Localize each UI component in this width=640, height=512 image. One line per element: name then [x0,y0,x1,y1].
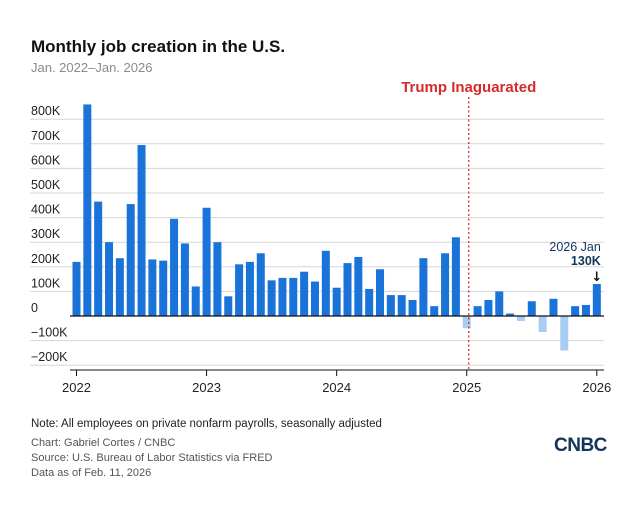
bar [581,304,590,316]
bar [321,250,330,316]
bar [191,286,200,316]
bar [462,316,471,329]
last-value-label: 130K [571,254,601,268]
bar [560,316,569,351]
bar [571,306,580,316]
bar [213,242,222,316]
bar [506,313,515,316]
bar [300,271,309,316]
bar [343,263,352,316]
bar [224,296,233,316]
bar [495,291,504,316]
bar [419,258,428,316]
bar [484,300,493,316]
bar [516,316,525,321]
chart-subtitle: Jan. 2022–Jan. 2026 [31,60,153,75]
bar [386,295,395,316]
y-tick-label: 800K [31,104,61,118]
bar [180,243,189,316]
y-tick-label: 600K [31,153,61,167]
chart-credit: Chart: Gabriel Cortes / CNBC [31,437,176,449]
bar [332,287,341,316]
x-tick-label: 2022 [62,380,91,395]
data-source: Source: U.S. Bureau of Labor Statistics … [31,452,273,464]
y-tick-label: 200K [31,252,61,266]
bar [256,253,265,316]
y-tick-label: 400K [31,203,61,217]
bar [430,306,439,316]
y-tick-label: −100K [31,326,68,340]
bar [170,218,179,316]
bar [538,316,547,332]
bar [235,264,244,316]
bar [549,298,558,316]
x-tick-label: 2023 [192,380,221,395]
bar [159,260,168,316]
bar [354,256,363,316]
bar-chart: −200K −100K 0 100K 200K 300K 400K 500K 600K 700K 8… [30,79,611,395]
bar [137,145,146,316]
bar [126,204,135,316]
inauguration-marker-label: Trump Inaguarated [401,79,536,96]
bar [267,280,276,316]
bar [592,284,601,316]
bar [83,104,92,316]
bar [148,259,157,316]
bar [441,253,450,316]
bar [72,261,81,316]
bar [408,300,417,316]
bar [397,295,406,316]
bar [278,277,287,316]
bar [365,288,374,316]
bar [376,269,385,316]
bar [451,237,460,316]
cnbc-logo: CNBC [554,435,607,456]
x-tick-label: 2024 [322,380,351,395]
chart-title: Monthly job creation in the U.S. [31,37,286,56]
y-tick-label: 0 [31,301,38,315]
footnote: Note: All employees on private nonfarm p… [31,418,382,430]
bar [245,261,254,316]
y-tick-label: 700K [31,129,61,143]
bar [94,201,103,316]
bar [289,277,298,316]
bar [527,301,536,316]
y-tick-label: 500K [31,178,61,192]
last-month-label: 2026 Jan [549,240,600,254]
y-tick-label: 300K [31,227,61,241]
bar [115,258,124,316]
data-date: Data as of Feb. 11, 2026 [31,467,152,479]
down-arrow-icon: ↓ [591,270,602,285]
bar [202,207,211,316]
bar [310,281,319,316]
bar [473,306,482,316]
bar [105,242,114,316]
x-tick-label: 2025 [452,380,481,395]
y-tick-label: 100K [31,276,61,290]
x-tick-label: 2026 [582,380,611,395]
y-tick-label: −200K [31,350,68,364]
